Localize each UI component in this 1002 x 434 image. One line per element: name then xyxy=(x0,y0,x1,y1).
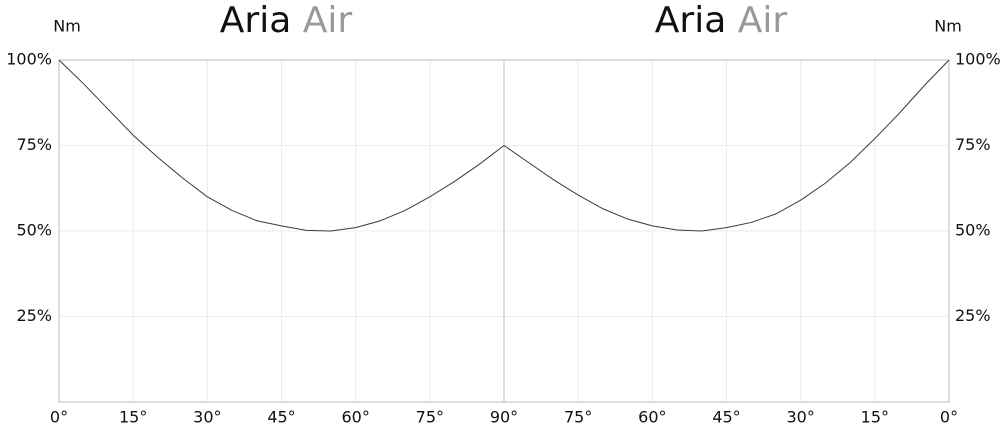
right-panel-frame xyxy=(503,59,950,403)
x-tick-label: 60° xyxy=(341,408,369,427)
left-title: Aria Air xyxy=(220,0,353,41)
x-tick-label: 0° xyxy=(940,408,958,427)
title-model: Air xyxy=(303,0,353,41)
x-tick-label: 45° xyxy=(712,408,740,427)
x-tick-label: 15° xyxy=(119,408,147,427)
y-axis-unit: Nm xyxy=(53,17,81,36)
title-brand: Aria xyxy=(220,0,292,41)
y-axis-unit: Nm xyxy=(934,17,962,36)
y-tick-label: 75% xyxy=(955,135,991,154)
y-tick-label: 100% xyxy=(6,50,52,69)
y-tick-label: 50% xyxy=(955,221,991,240)
title-model: Air xyxy=(738,0,788,41)
x-tick-label: 15° xyxy=(861,408,889,427)
right-title: Aria Air xyxy=(655,0,788,41)
y-tick-label: 75% xyxy=(16,135,52,154)
x-tick-label: 0° xyxy=(50,408,68,427)
torque-curve xyxy=(503,59,950,232)
x-tick-label: 45° xyxy=(267,408,295,427)
y-tick-label: 25% xyxy=(16,306,52,325)
y-tick-label: 25% xyxy=(955,306,991,325)
y-tick-label: 50% xyxy=(16,221,52,240)
title-brand: Aria xyxy=(655,0,727,41)
x-tick-label: 30° xyxy=(193,408,221,427)
torque-curve xyxy=(58,59,505,232)
x-tick-label: 30° xyxy=(786,408,814,427)
x-tick-label: 90° xyxy=(490,408,518,427)
x-tick-label: 75° xyxy=(416,408,444,427)
y-tick-label: 100% xyxy=(955,50,1001,69)
x-tick-label: 75° xyxy=(564,408,592,427)
x-tick-label: 60° xyxy=(638,408,666,427)
